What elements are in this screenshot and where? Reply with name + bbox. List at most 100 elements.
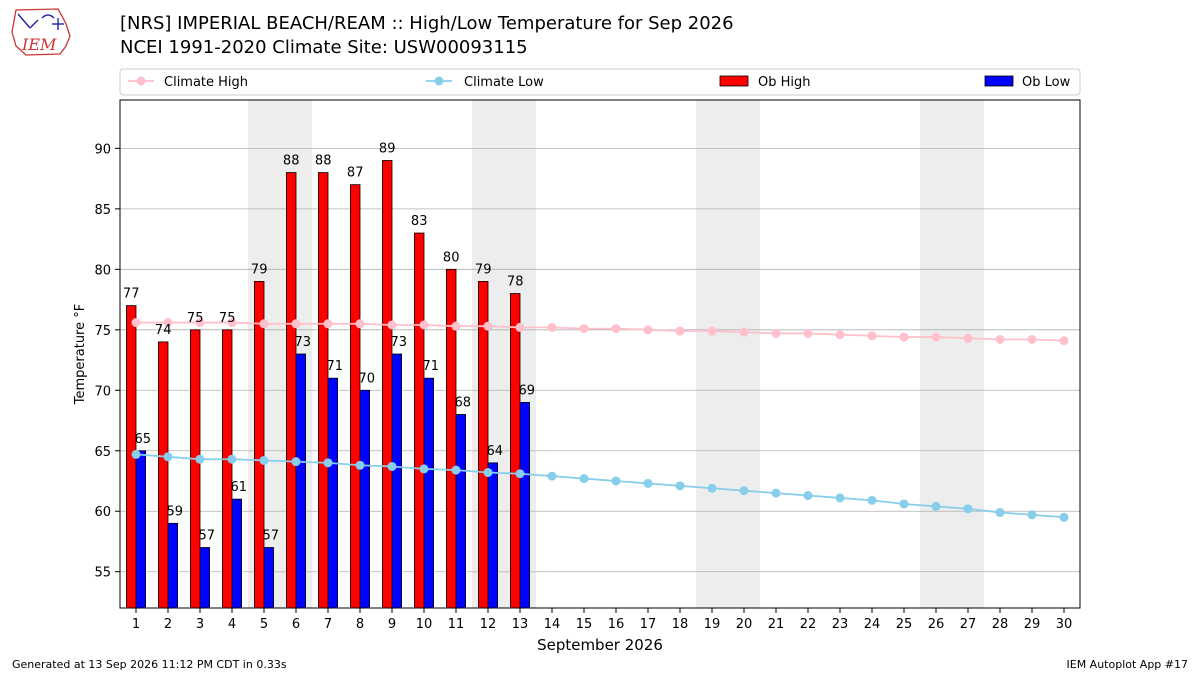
climate-low-point [515, 469, 525, 479]
ob-high-bar [189, 329, 201, 609]
ob-high-label: 89 [379, 141, 396, 156]
svg-text:Climate High: Climate High [164, 75, 248, 90]
x-axis-label: September 2026 [537, 636, 663, 654]
ob-high-label: 74 [155, 323, 172, 338]
ob-high-label: 78 [507, 275, 524, 290]
ob-low-bar [487, 462, 499, 609]
climate-high-point [707, 326, 717, 336]
climate-high-point [259, 319, 269, 329]
climate-low-point [739, 486, 749, 496]
climate-low-point [227, 454, 237, 464]
climate-low-point [643, 478, 653, 488]
ob-high-bar [349, 184, 361, 609]
ob-low-label: 65 [135, 432, 152, 447]
iem-logo: IEM [11, 8, 71, 56]
weekend-band [920, 100, 984, 608]
y-axis: 55 60 65 70 75 80 85 90 [94, 142, 120, 581]
climate-low-point [803, 491, 813, 501]
ob-high-label: 79 [475, 262, 492, 277]
x-tick-label: 1 [132, 617, 140, 632]
climate-high-point [547, 322, 557, 332]
y-tick-label: 75 [94, 324, 111, 339]
climate-low-point [195, 454, 205, 464]
x-tick-label: 18 [672, 617, 689, 632]
chart-subtitle: NCEI 1991-2020 Climate Site: USW00093115 [120, 37, 528, 58]
x-tick-label: 25 [896, 617, 913, 632]
ob-low-label: 61 [231, 480, 248, 495]
data-labels: 77 74 75 75 79 88 88 87 89 83 80 79 78 65 59 57 61 57 73 71… [123, 141, 535, 543]
climate-low-point [931, 501, 941, 511]
climate-low-point [259, 455, 269, 465]
climate-low-point [163, 452, 173, 462]
svg-text:Ob Low: Ob Low [1022, 75, 1071, 90]
ob-low-bar [199, 547, 211, 609]
climate-low-point [323, 458, 333, 468]
ob-high-label: 87 [347, 166, 364, 181]
ob-high-bar [285, 172, 297, 609]
ob-low-label: 57 [263, 529, 280, 544]
legend-item-climate-high: Climate High [128, 75, 248, 90]
y-tick-label: 55 [94, 566, 111, 581]
ob-low-bar [263, 547, 275, 609]
climate-low-point [899, 499, 909, 509]
ob-low-bar [327, 377, 339, 609]
climate-low-point [483, 468, 493, 478]
climate-high-point [291, 319, 301, 329]
ob-high-bar [381, 160, 393, 609]
ob-high-label: 83 [411, 214, 428, 229]
logo-text: IEM [21, 35, 57, 54]
x-tick-label: 24 [864, 617, 881, 632]
climate-high-point [163, 318, 173, 328]
x-tick-label: 2 [164, 617, 172, 632]
climate-high-point [419, 320, 429, 330]
x-tick-label: 22 [800, 617, 817, 632]
svg-text:Climate Low: Climate Low [464, 75, 544, 90]
climate-low-point [1027, 510, 1037, 520]
legend-item-climate-low: Climate Low [426, 75, 544, 90]
climate-high-point [771, 328, 781, 338]
legend: Climate High Climate Low Ob High Ob Low [119, 68, 1081, 96]
climate-low-point [1059, 512, 1069, 522]
y-tick-label: 80 [94, 263, 111, 278]
climate-high-point [899, 332, 909, 342]
y-tick-label: 85 [94, 203, 111, 218]
climate-low-point [963, 504, 973, 514]
weekend-band [696, 100, 760, 608]
climate-high-point [675, 326, 685, 336]
climate-low-point [355, 460, 365, 470]
climate-low-point [579, 474, 589, 484]
climate-high-point [643, 325, 653, 335]
climate-high-point [483, 321, 493, 331]
x-tick-label: 19 [704, 617, 721, 632]
x-tick-label: 5 [260, 617, 268, 632]
climate-high-point [931, 332, 941, 342]
climate-low-line [135, 453, 1065, 519]
ob-low-label: 71 [423, 359, 440, 374]
x-tick-label: 26 [928, 617, 945, 632]
x-tick-label: 10 [416, 617, 433, 632]
x-tick-label: 6 [292, 617, 300, 632]
climate-high-point [387, 320, 397, 330]
ob-high-label: 75 [187, 311, 204, 326]
ob-low-bar [295, 353, 307, 609]
x-tick-label: 8 [356, 617, 364, 632]
ob-high-bar [317, 172, 329, 609]
x-tick-label: 30 [1056, 617, 1073, 632]
bars [126, 160, 531, 609]
x-tick-label: 21 [768, 617, 785, 632]
y-tick-label: 60 [94, 505, 111, 520]
ob-high-bar [157, 341, 169, 609]
x-tick-label: 29 [1024, 617, 1041, 632]
ob-low-label: 71 [327, 359, 344, 374]
x-tick-label: 15 [576, 617, 593, 632]
svg-text:Ob High: Ob High [758, 75, 811, 90]
ob-high-label: 88 [283, 154, 300, 169]
ob-high-label: 88 [315, 154, 332, 169]
ob-low-bar [359, 389, 371, 609]
x-tick-label: 20 [736, 617, 753, 632]
ob-low-label: 64 [487, 444, 504, 459]
climate-high-point [355, 319, 365, 329]
climate-high-point [131, 318, 141, 328]
x-tick-label: 17 [640, 617, 657, 632]
